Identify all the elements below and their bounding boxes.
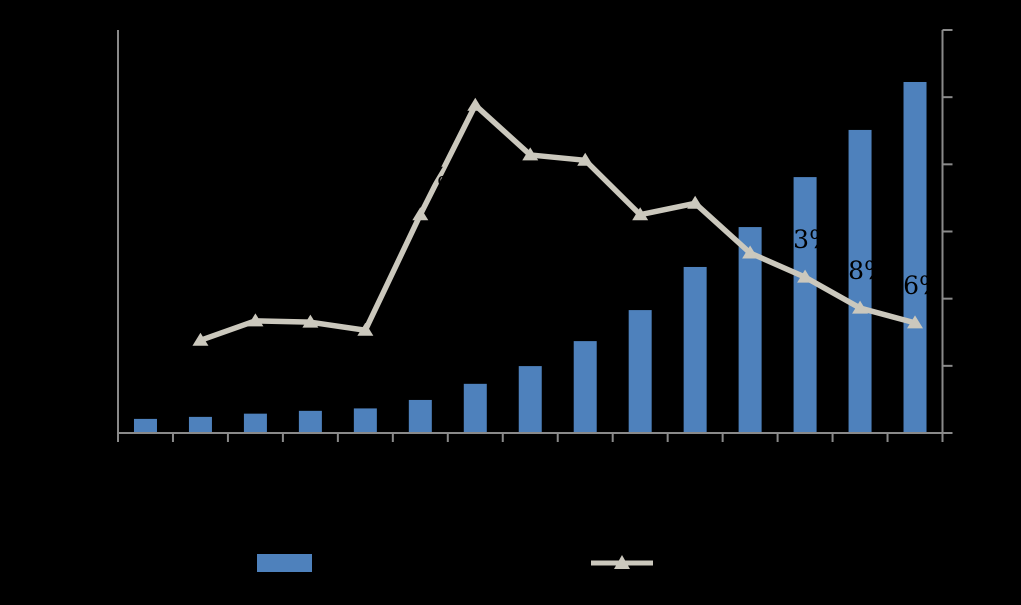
bar bbox=[353, 408, 377, 433]
line-data-label: 23% bbox=[777, 225, 833, 254]
triangle-marker bbox=[247, 313, 264, 327]
bar bbox=[408, 399, 432, 433]
triangle-marker bbox=[687, 195, 704, 209]
triangle-marker bbox=[907, 315, 924, 329]
triangle-marker bbox=[797, 269, 814, 283]
triangle-marker bbox=[467, 97, 484, 111]
bar bbox=[683, 266, 707, 433]
growth-line bbox=[197, 102, 918, 344]
triangle-marker bbox=[632, 207, 649, 221]
legend-line-swatch bbox=[586, 551, 658, 575]
bar bbox=[848, 129, 872, 433]
bar bbox=[738, 227, 762, 433]
bar bbox=[793, 177, 817, 433]
legend-line-marker-icon bbox=[591, 555, 653, 569]
triangle-marker bbox=[522, 147, 539, 161]
line-data-label: 16% bbox=[887, 271, 943, 300]
triangle-marker bbox=[192, 332, 209, 346]
bar bbox=[188, 416, 212, 433]
bar bbox=[133, 418, 157, 433]
line-data-label: 32% bbox=[393, 163, 449, 192]
line-data-label: 18% bbox=[832, 256, 888, 285]
bar bbox=[243, 413, 267, 433]
triangle-marker bbox=[577, 152, 594, 166]
bar bbox=[628, 310, 652, 433]
bar bbox=[903, 81, 927, 433]
legend-bar-swatch bbox=[257, 554, 312, 572]
triangle-marker bbox=[742, 245, 759, 259]
bar bbox=[518, 366, 542, 433]
triangle-marker bbox=[852, 300, 869, 314]
bar bbox=[463, 383, 487, 433]
bar bbox=[298, 410, 322, 433]
triangle-marker bbox=[412, 207, 429, 221]
triangle-marker bbox=[302, 314, 319, 328]
triangle-marker bbox=[357, 322, 374, 336]
bar bbox=[573, 341, 597, 433]
